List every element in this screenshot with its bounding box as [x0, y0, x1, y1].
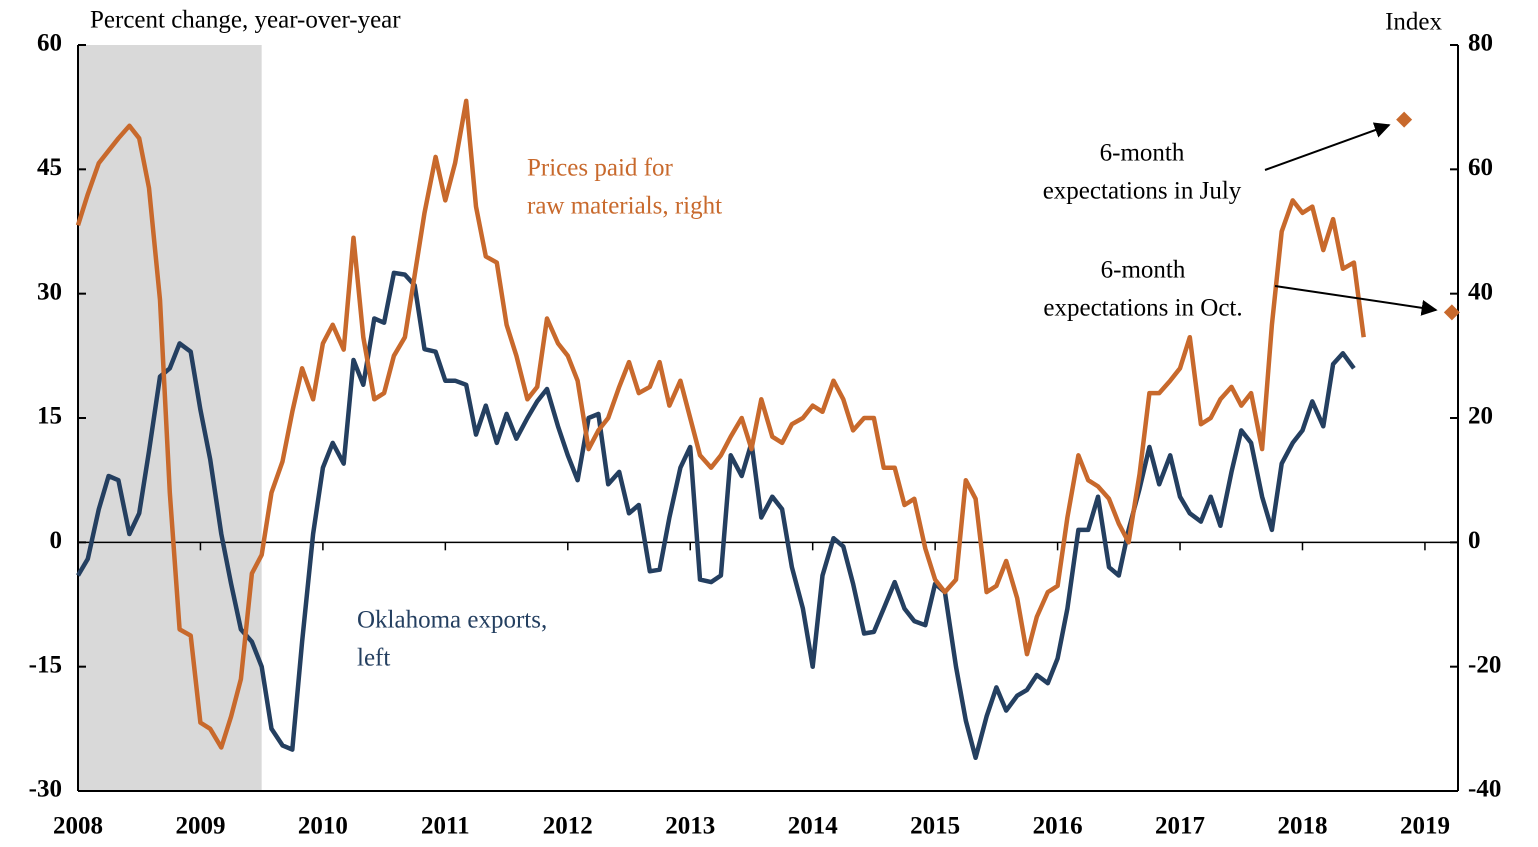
annotation-text: expectations in July	[1043, 178, 1242, 205]
x-tick-label: 2013	[665, 813, 715, 840]
y-tick-label: 30	[37, 278, 62, 305]
y-tick-label: 0	[50, 527, 63, 554]
x-tick-label: 2011	[421, 813, 470, 840]
series-line	[75, 98, 1366, 750]
y2-tick-label: -20	[1468, 651, 1501, 678]
y2-tick-label: 20	[1468, 403, 1493, 430]
x-tick-label: 2010	[298, 813, 348, 840]
y-tick-label: 60	[37, 30, 62, 57]
annotation-arrow	[1274, 285, 1438, 316]
series-label: left	[357, 645, 390, 672]
x-tick-label: 2012	[543, 813, 593, 840]
y-tick-label: 45	[37, 154, 62, 181]
x-tick-label: 2017	[1155, 813, 1205, 840]
y-axis-label: Percent change, year-over-year	[90, 7, 401, 34]
x-tick-label: 2018	[1277, 813, 1327, 840]
x-tick-label: 2008	[53, 813, 103, 840]
expectation-point	[1443, 304, 1460, 321]
x-tick-label: 2019	[1400, 813, 1450, 840]
annotation-arrow	[1264, 122, 1391, 171]
series-label: Prices paid for	[527, 155, 673, 182]
x-tick-label: 2014	[788, 813, 839, 840]
annotation-text: 6-month	[1101, 257, 1186, 284]
annotation-text: expectations in Oct.	[1043, 295, 1242, 322]
expectation-point	[1396, 111, 1413, 128]
series-label: Oklahoma exports,	[357, 607, 547, 634]
series-label: raw materials, right	[527, 193, 722, 220]
y-tick-label: 15	[37, 403, 62, 430]
recession-shade	[78, 45, 262, 791]
y2-axis-label: Index	[1385, 9, 1442, 36]
x-tick-label: 2015	[910, 813, 960, 840]
y2-tick-label: 0	[1468, 527, 1481, 554]
y2-tick-label: 60	[1468, 154, 1493, 181]
y2-tick-label: -40	[1468, 776, 1501, 803]
y-tick-label: -15	[29, 651, 62, 678]
x-tick-label: 2009	[175, 813, 225, 840]
y2-tick-label: 40	[1468, 278, 1493, 305]
y-tick-label: -30	[29, 776, 62, 803]
annotation-text: 6-month	[1100, 140, 1185, 167]
y2-tick-label: 80	[1468, 30, 1493, 57]
x-tick-label: 2016	[1033, 813, 1083, 840]
series-line	[76, 270, 1356, 761]
